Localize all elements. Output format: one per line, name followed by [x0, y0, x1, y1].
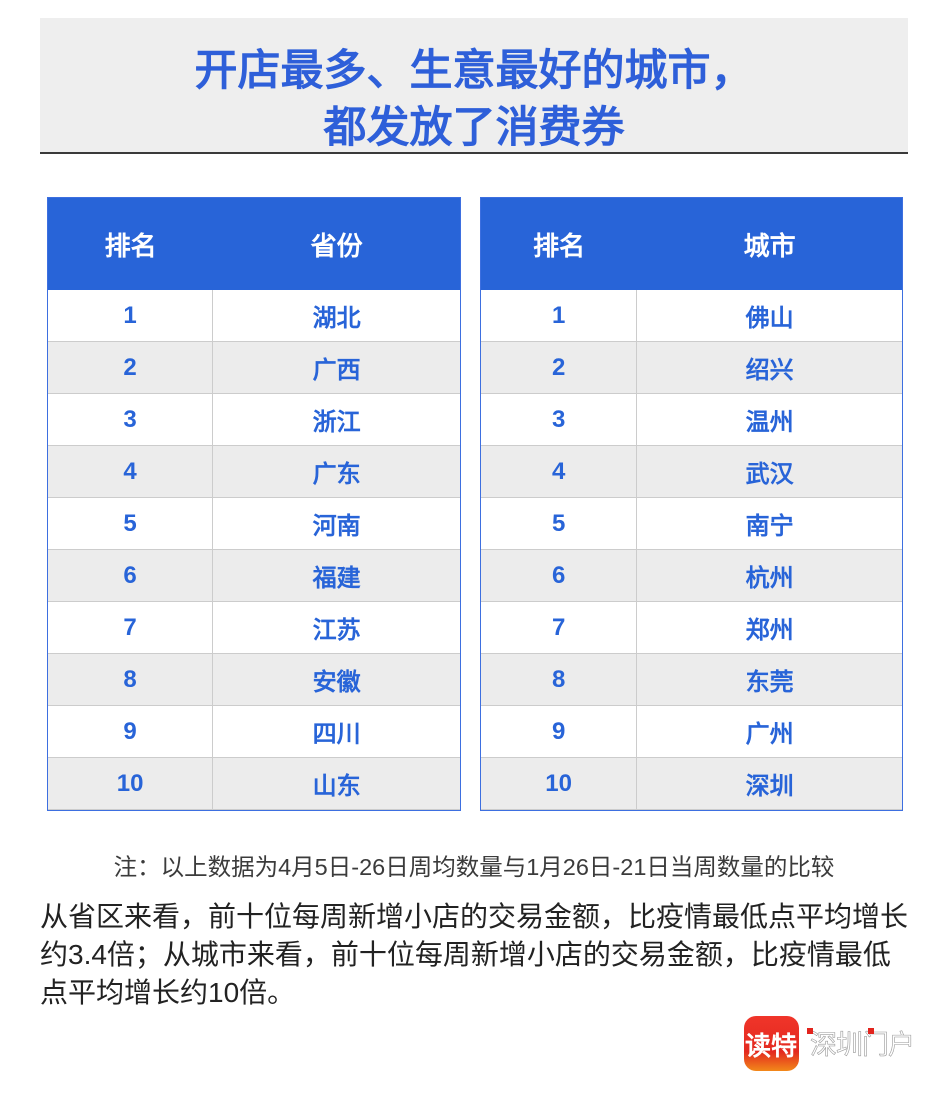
svg-text:深圳门户: 深圳门户 [810, 1030, 914, 1060]
svg-text:读特: 读特 [745, 1031, 797, 1061]
